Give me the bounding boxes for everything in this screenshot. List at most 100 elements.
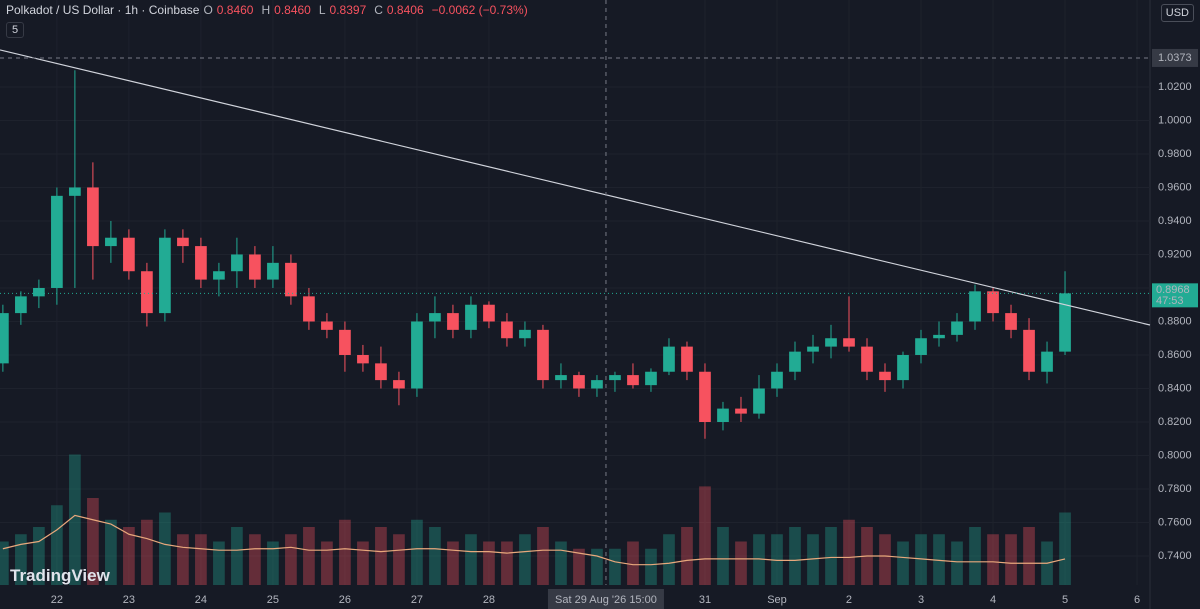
y-tick-label: 0.9800 [1158,148,1192,160]
volume-bar [1023,527,1035,585]
candle-body [231,254,243,272]
volume-bar [411,519,423,585]
candle-body [411,321,423,389]
volume-bar [483,541,495,585]
candle-body [681,346,693,372]
volume-bar [645,548,657,585]
candle-body [789,351,801,372]
candle-body [573,375,585,389]
watermark: TradingView [10,566,110,585]
y-tick-label: 0.7600 [1158,516,1192,528]
ohlc-key: C [374,3,383,17]
candle-body [303,296,315,322]
volume-bar [789,527,801,585]
x-tick-label: 26 [339,594,351,606]
y-tick-label: 0.8800 [1158,315,1192,327]
volume-bar [897,541,909,585]
x-tick-label: 27 [411,594,423,606]
candle-body [969,291,981,322]
candle-body [69,187,81,196]
y-tick-label: 0.7400 [1158,550,1192,562]
candle-body [1005,313,1017,330]
volume-bar [51,505,63,585]
candle-body [15,296,27,314]
volume-ma [2,514,1066,566]
volume-bar [321,541,333,585]
y-tick-label: 0.7800 [1158,483,1192,495]
volume-bar [663,534,675,585]
candle-body [951,321,963,335]
countdown: 47:53 [1156,295,1184,307]
candle-body [627,375,639,386]
ohlc-key: O [203,3,213,17]
crosshair-x-label: Sat 29 Aug '26 15:00 [555,594,657,606]
volume-bar [735,541,747,585]
candle-body [357,354,369,364]
candle-body [897,354,909,381]
crosshair-y-box [1152,48,1198,67]
volume-bar [0,541,9,585]
candle-body [321,321,333,330]
volume-bar [987,534,999,585]
volume-bar [123,527,135,585]
candle-body [1041,351,1053,372]
ohlc-key: H [261,3,271,17]
candle-body [375,363,387,381]
x-tick-label: 2 [846,594,852,606]
candle-body [1059,293,1071,352]
volume-bar [753,534,765,585]
volume-bar [879,534,891,585]
candle-body [555,375,567,381]
volume-bar [141,519,153,585]
indicators-toggle[interactable]: 5 [6,22,25,38]
currency-button[interactable]: USD [1160,4,1194,22]
candle-body [33,287,45,297]
symbol: Polkadot / US Dollar · 1h · Coinbase [6,3,200,17]
volume-bar [951,541,963,585]
candle-body [51,195,63,288]
volume-bar [627,541,639,585]
x-tick-label: Sep [767,594,787,606]
candle-body [1023,329,1035,372]
volume-bar [177,534,189,585]
x-tick-label: 5 [1062,594,1068,606]
candle-body [663,346,675,372]
candle-body [177,237,189,247]
volume-bar [969,527,981,585]
volume-bar [933,534,945,585]
volume-bar [1005,534,1017,585]
y-tick-label: 0.8400 [1158,382,1192,394]
candle-body [753,388,765,414]
candle-body [501,321,513,339]
candle-body [843,338,855,347]
volume-bar [339,519,351,585]
x-tick-label: 31 [699,594,711,606]
header: Polkadot / US Dollar · 1h · Coinbase O 0.8… [6,3,532,17]
x-tick-label: 23 [123,594,135,606]
volume-bar [249,534,261,585]
volume-bar [303,527,315,585]
volume-bar [807,534,819,585]
candle-body [393,380,405,389]
candle-body [429,313,441,322]
candle-body [249,254,261,280]
volume-bar [33,527,45,585]
y-tick-label: 0.8600 [1158,349,1192,361]
candle-body [159,237,171,314]
candle-body [339,329,351,355]
x-tick-label: 3 [918,594,924,606]
volume-bar [699,486,711,585]
candle-body [879,371,891,381]
y-tick-label: 0.9200 [1158,248,1192,260]
candle-body [105,237,117,247]
volume-bar [393,534,405,585]
volume-bar [681,527,693,585]
x-tick-label: 6 [1134,594,1140,606]
y-tick-label: 0.9400 [1158,215,1192,227]
volume-bar [447,541,459,585]
ohlc-value: 0.8406 [386,3,424,17]
volume-bar [375,527,387,585]
y-tick-label: 1.0200 [1158,81,1192,93]
